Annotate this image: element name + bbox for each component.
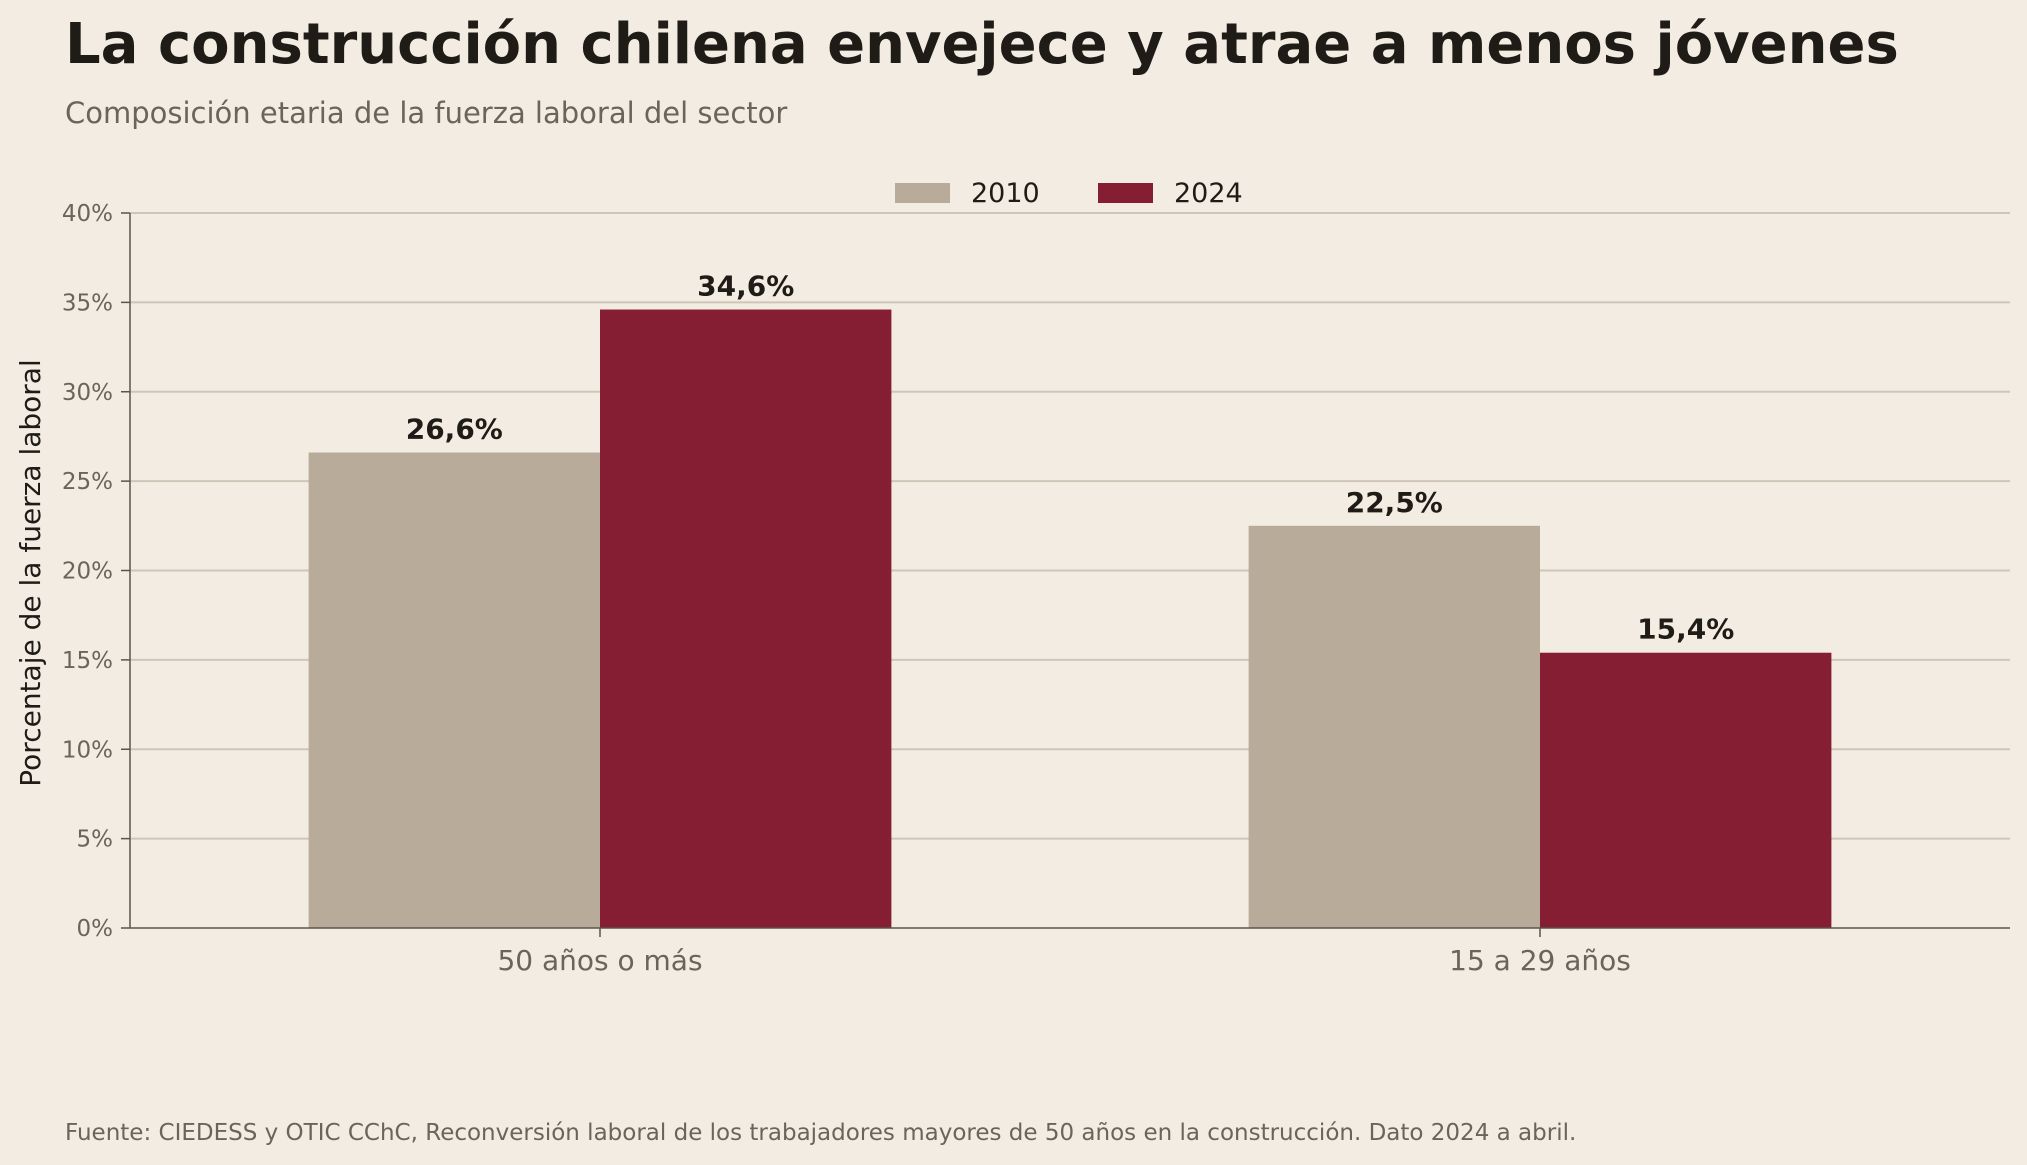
data-label: 34,6% [697,270,794,303]
y-tick-label: 35% [62,290,113,316]
y-tick-label: 20% [62,559,113,585]
legend-label-2024: 2024 [1174,178,1243,209]
bars [308,309,1832,928]
source-note: Fuente: CIEDESS y OTIC CChC, Reconversió… [65,1120,1577,1146]
axes: 0% 5% 10% 15% 20% 25% 30% 35% 40% 50 años o más 15… [62,201,2010,977]
y-tick-label: 5% [77,827,114,853]
data-label: 26,6% [406,413,503,446]
y-tick-label: 30% [62,380,113,406]
x-tick-label: 50 años o más [497,944,702,977]
y-axis-label: Porcentaje de la fuerza laboral [14,359,47,786]
data-labels: 26,6% 34,6% 22,5% 15,4% [406,270,1735,646]
legend-swatch-2024 [1098,183,1153,203]
bar-2024 [1540,652,1832,928]
bar-2010 [1248,525,1540,928]
bar-2010 [308,452,600,928]
data-label: 15,4% [1637,613,1734,646]
bar-2024 [600,309,892,928]
legend: 2010 2024 [895,178,1243,209]
y-tick-label: 25% [62,469,113,495]
x-tick-label: 15 a 29 años [1449,944,1631,977]
data-label: 22,5% [1346,486,1443,519]
y-tick-label: 40% [62,201,113,227]
chart-subtitle: Composición etaria de la fuerza laboral … [65,96,788,130]
y-tick-label: 15% [62,648,113,674]
y-tick-label: 10% [62,737,113,763]
legend-label-2010: 2010 [971,178,1040,209]
y-tick-label: 0% [77,916,114,942]
chart-title: La construcción chilena envejece y atrae… [65,12,1899,77]
legend-swatch-2010 [895,183,950,203]
